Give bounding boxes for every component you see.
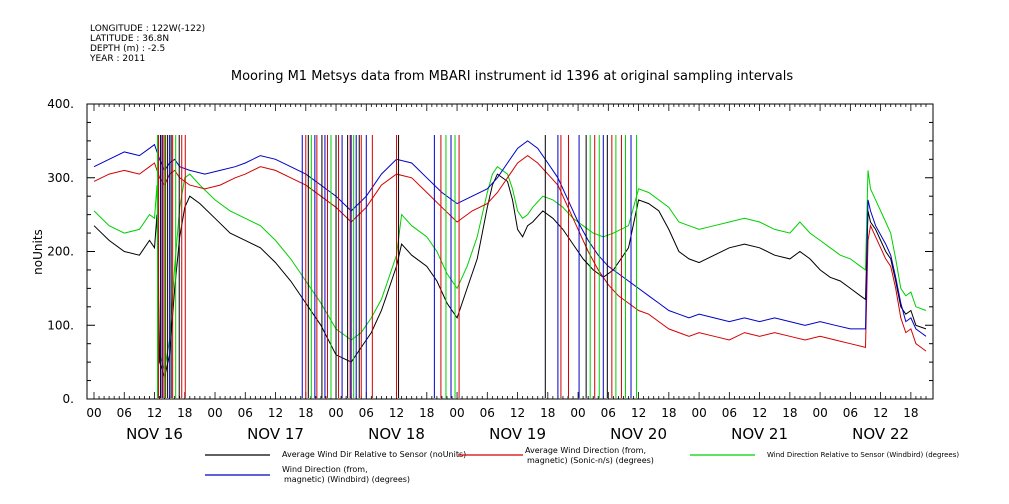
meta-block: LONGITUDE : 122W(-122) LATITUDE : 36.8N … [89, 24, 205, 64]
day-label: NOV 19 [489, 425, 546, 443]
x-tick-label: 06 [117, 406, 132, 420]
day-label: NOV 20 [610, 425, 667, 443]
series-line-black [93, 173, 927, 379]
x-tick-label: 00 [86, 406, 101, 420]
x-tick-label: 00 [449, 406, 464, 420]
meta-depth: DEPTH (m) : -2.5 [90, 44, 165, 54]
x-tick-label: 00 [328, 406, 343, 420]
y-tick-label: 0. [63, 392, 74, 406]
x-tick-label: 06 [843, 406, 858, 420]
x-tick-label: 00 [207, 406, 222, 420]
legend-label-green: Wind Direction Relative to Sensor (Windb… [767, 451, 959, 459]
x-tick-label: 00 [812, 406, 827, 420]
x-tick-label: 18 [782, 406, 797, 420]
x-tick-label: 12 [147, 406, 162, 420]
day-label: NOV 22 [852, 425, 909, 443]
x-tick-label: 06 [722, 406, 737, 420]
y-tick-label: 300. [47, 171, 74, 185]
x-tick-label: 00 [691, 406, 706, 420]
y-tick-label: 400. [47, 97, 74, 111]
y-tick-label: 200. [47, 245, 74, 259]
chart-title: Mooring M1 Metsys data from MBARI instru… [231, 69, 793, 84]
x-tick-label: 12 [873, 406, 888, 420]
legend: Average Wind Dir Relative to Sensor (noU… [205, 446, 959, 484]
meta-year: YEAR : 2011 [89, 54, 145, 64]
legend-label-black: Average Wind Dir Relative to Sensor (noU… [282, 450, 466, 459]
y-axis-label: noUnits [31, 229, 45, 275]
day-label: NOV 17 [247, 425, 304, 443]
x-tick-label: 18 [419, 406, 434, 420]
x-tick-label: 12 [510, 406, 525, 420]
x-tick-label: 12 [631, 406, 646, 420]
x-tick-label: 00 [570, 406, 585, 420]
x-tick-label: 18 [540, 406, 555, 420]
legend-label-red-1: Average Wind Direction (from, [525, 446, 646, 455]
y-tick-label: 100. [47, 318, 74, 332]
x-tick-label: 06 [359, 406, 374, 420]
x-tick-label: 18 [903, 406, 918, 420]
series-line-blue [93, 140, 927, 337]
plot-frame [86, 103, 934, 400]
legend-label-red-2: magnetic) (Sonic-n/s) (degrees) [527, 456, 654, 465]
day-label: NOV 18 [368, 425, 425, 443]
x-tick-label: 18 [298, 406, 313, 420]
day-labels: NOV 16 NOV 17 NOV 18 NOV 19 NOV 20 NOV 21 NOV … [126, 425, 909, 443]
x-tick-label: 12 [752, 406, 767, 420]
plot-area [93, 134, 927, 398]
x-tick-label: 06 [480, 406, 495, 420]
day-label: NOV 16 [126, 425, 183, 443]
y-ticks: 0. 100. 200. 300. 400. [47, 97, 933, 406]
x-tick-label: 06 [238, 406, 253, 420]
series-line-green [93, 165, 927, 370]
series-line-red [93, 154, 927, 352]
x-tick-label: 18 [661, 406, 676, 420]
legend-label-blue-2: magnetic) (Windbird) (degrees) [284, 475, 410, 484]
legend-label-blue-1: Wind Direction (from, [282, 465, 368, 474]
day-label: NOV 21 [731, 425, 788, 443]
meta-latitude: LATITUDE : 36.8N [90, 34, 169, 44]
x-tick-label: 12 [268, 406, 283, 420]
x-tick-label: 12 [389, 406, 404, 420]
meta-longitude: LONGITUDE : 122W(-122) [90, 24, 205, 34]
x-ticks: 00 06 12 18 00 06 12 18 00 06 12 18 00 06 12 18 00 06 12 18… [86, 104, 927, 420]
x-tick-label: 18 [177, 406, 192, 420]
x-tick-label: 06 [601, 406, 616, 420]
